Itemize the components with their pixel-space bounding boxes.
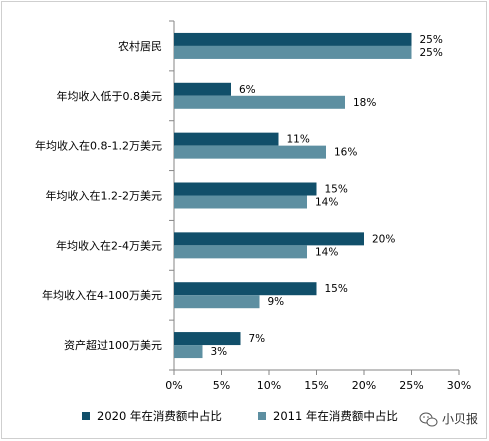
category-label: 年均收入在0.8-1.2万美元 (35, 139, 162, 153)
category-label: 年均收入低于0.8美元 (57, 89, 163, 103)
watermark-text: 小贝报 (442, 411, 478, 426)
watermark: 小贝报 (419, 411, 478, 427)
legend-label: 2011 年在消费额中占比 (273, 409, 398, 423)
data-label: 25% (420, 47, 443, 59)
bar-2011 (174, 245, 307, 259)
x-tick-label: 10% (257, 379, 281, 392)
category-label: 资产超过100万美元 (64, 338, 162, 352)
data-label: 14% (315, 246, 338, 258)
data-label: 18% (353, 97, 376, 109)
bars-layer (174, 32, 412, 359)
bar-2020 (174, 32, 412, 46)
x-tick-label: 5% (213, 379, 230, 392)
data-label: 9% (268, 296, 285, 308)
data-label: 3% (211, 346, 228, 358)
category-label: 农村居民 (118, 39, 162, 53)
wechat-icon (419, 412, 438, 427)
data-label: 20% (372, 233, 395, 245)
data-label: 7% (249, 333, 266, 345)
bar-2020 (174, 182, 317, 196)
data-label: 15% (325, 283, 348, 295)
x-tick-label: 15% (304, 379, 328, 392)
bar-2020 (174, 332, 241, 346)
bar-2011 (174, 345, 203, 359)
x-tick-label: 20% (352, 379, 376, 392)
data-label: 15% (325, 184, 348, 196)
data-label: 14% (315, 197, 338, 209)
x-tick-label: 0% (165, 379, 182, 392)
x-tick-label: 30% (447, 379, 471, 392)
bar-2011 (174, 95, 345, 109)
bar-2020 (174, 282, 317, 296)
legend: 2020 年在消费额中占比 2011 年在消费额中占比 (82, 409, 398, 423)
category-label: 年均收入在4-100万美元 (42, 288, 162, 302)
bar-2020 (174, 82, 231, 96)
x-tick-label: 25% (399, 379, 423, 392)
data-label: 25% (420, 34, 443, 46)
bar-2011 (174, 295, 260, 309)
data-label: 16% (334, 147, 357, 159)
legend-swatch (82, 412, 90, 420)
legend-label: 2020 年在消费额中占比 (97, 409, 222, 423)
bar-2020 (174, 232, 364, 246)
axis-layer: 0% 5% 10% 15% 20% 25% 30% (165, 20, 471, 392)
category-label: 年均收入在1.2-2万美元 (46, 189, 162, 203)
bar-2011 (174, 45, 412, 59)
category-label: 年均收入在2-4万美元 (56, 238, 162, 252)
labels-layer: 农村居民年均收入低于0.8美元年均收入在0.8-1.2万美元年均收入在1.2-2… (35, 34, 443, 358)
bar-2020 (174, 132, 279, 146)
legend-swatch (258, 412, 266, 420)
bar-2011 (174, 195, 307, 209)
bar-2011 (174, 145, 326, 159)
data-label: 6% (239, 84, 256, 96)
data-label: 11% (287, 134, 310, 146)
